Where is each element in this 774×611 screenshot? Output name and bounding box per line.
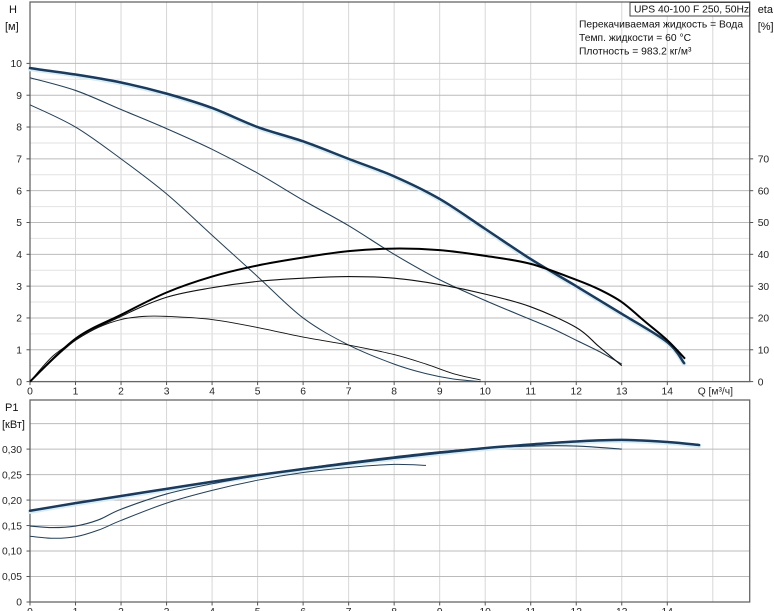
- svg-text:4: 4: [209, 607, 215, 611]
- svg-text:50: 50: [758, 218, 770, 229]
- svg-text:13: 13: [616, 387, 628, 398]
- svg-text:9: 9: [437, 387, 443, 398]
- svg-text:3: 3: [164, 387, 170, 398]
- svg-text:13: 13: [616, 607, 628, 611]
- svg-text:30: 30: [758, 282, 770, 293]
- svg-text:9: 9: [16, 91, 22, 102]
- svg-text:1: 1: [73, 387, 79, 398]
- svg-text:5: 5: [255, 607, 261, 611]
- svg-text:11: 11: [525, 387, 536, 398]
- svg-text:[%]: [%]: [758, 21, 774, 33]
- svg-text:9: 9: [437, 607, 443, 611]
- svg-text:0,05: 0,05: [2, 572, 22, 583]
- svg-text:12: 12: [571, 607, 583, 611]
- svg-text:40: 40: [758, 250, 770, 261]
- svg-text:8: 8: [391, 387, 397, 398]
- svg-text:1: 1: [73, 607, 79, 611]
- svg-text:Плотность = 983.2 кг/м³: Плотность = 983.2 кг/м³: [579, 47, 692, 58]
- svg-text:0: 0: [16, 598, 22, 609]
- svg-text:0,10: 0,10: [2, 547, 22, 558]
- svg-text:[кВт]: [кВт]: [2, 419, 25, 431]
- svg-text:0,30: 0,30: [2, 445, 22, 456]
- svg-text:7: 7: [16, 155, 22, 166]
- svg-text:P1: P1: [5, 402, 18, 414]
- svg-text:Темп. жидкости = 60 °C: Темп. жидкости = 60 °C: [579, 33, 692, 44]
- svg-text:6: 6: [16, 186, 22, 197]
- svg-text:10: 10: [758, 345, 770, 356]
- svg-text:14: 14: [662, 387, 674, 398]
- svg-text:1: 1: [16, 345, 22, 356]
- svg-text:2: 2: [118, 607, 124, 611]
- svg-text:8: 8: [16, 123, 22, 134]
- svg-text:UPS 40-100 F 250, 50Hz: UPS 40-100 F 250, 50Hz: [634, 4, 749, 15]
- svg-text:0: 0: [758, 377, 764, 388]
- svg-text:12: 12: [571, 387, 583, 398]
- svg-text:eta: eta: [758, 4, 774, 16]
- svg-text:[м]: [м]: [5, 21, 19, 33]
- svg-text:0: 0: [27, 387, 33, 398]
- svg-text:4: 4: [209, 387, 215, 398]
- svg-text:H: H: [9, 4, 17, 16]
- svg-text:20: 20: [758, 314, 770, 325]
- svg-text:70: 70: [758, 155, 770, 166]
- svg-text:60: 60: [758, 186, 770, 197]
- svg-text:Перекачиваемая жидкость = Вода: Перекачиваемая жидкость = Вода: [579, 19, 743, 30]
- svg-text:7: 7: [346, 387, 352, 398]
- svg-text:2: 2: [118, 387, 124, 398]
- svg-text:0,20: 0,20: [2, 496, 22, 507]
- svg-text:7: 7: [346, 607, 352, 611]
- svg-text:10: 10: [11, 59, 23, 70]
- svg-text:14: 14: [662, 607, 674, 611]
- svg-text:10: 10: [479, 607, 491, 611]
- svg-text:11: 11: [525, 607, 536, 611]
- svg-text:0: 0: [27, 607, 33, 611]
- svg-text:6: 6: [300, 607, 306, 611]
- svg-text:4: 4: [16, 250, 22, 261]
- svg-text:0,15: 0,15: [2, 521, 22, 532]
- svg-text:6: 6: [300, 387, 306, 398]
- svg-text:5: 5: [255, 387, 261, 398]
- svg-text:3: 3: [16, 282, 22, 293]
- svg-text:8: 8: [391, 607, 397, 611]
- svg-text:3: 3: [164, 607, 170, 611]
- svg-text:10: 10: [479, 387, 491, 398]
- svg-text:0: 0: [16, 377, 22, 388]
- svg-text:2: 2: [16, 314, 22, 325]
- svg-text:Q [м³/ч]: Q [м³/ч]: [698, 387, 733, 398]
- svg-text:0,25: 0,25: [2, 470, 22, 481]
- svg-text:5: 5: [16, 218, 22, 229]
